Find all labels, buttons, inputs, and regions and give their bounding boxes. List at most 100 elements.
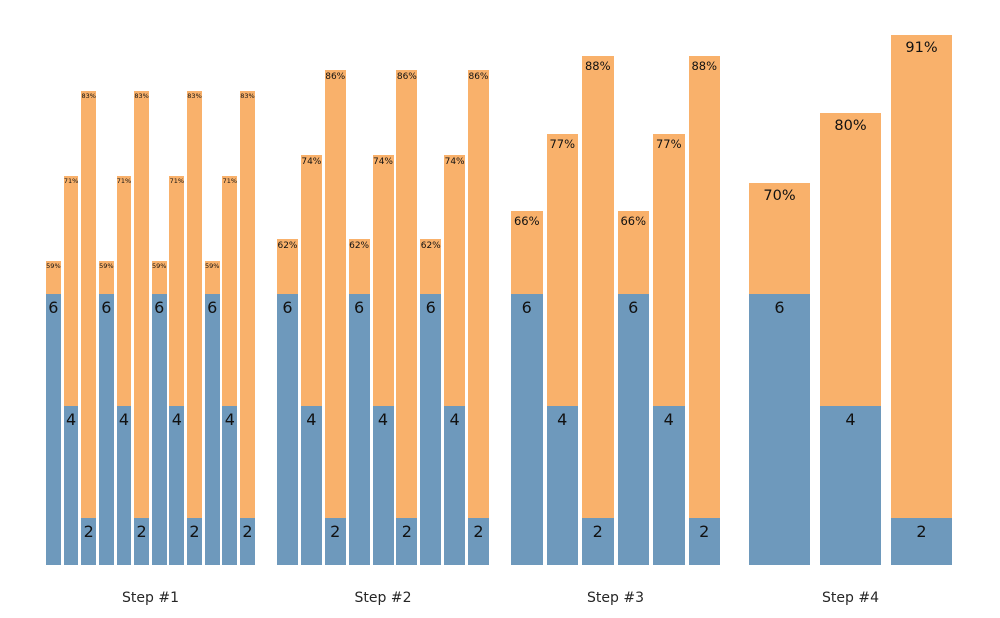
stacked-bar: 91% 2: [891, 34, 952, 565]
bar-base-segment: [134, 518, 149, 565]
percent-label: 66%: [620, 214, 647, 229]
percent-label: 83%: [187, 92, 202, 101]
percent-label: 88%: [691, 59, 718, 74]
percent-label: 71%: [63, 176, 79, 185]
value-label: 6: [48, 297, 59, 317]
percent-label: 62%: [420, 241, 441, 252]
bar-base-segment: [169, 406, 185, 565]
percent-label: 77%: [549, 136, 576, 151]
bar-base-segment: [151, 294, 167, 565]
x-tick-label-step-2: Step #2: [354, 590, 412, 606]
percent-label: 91%: [905, 39, 938, 56]
percent-label: 71%: [222, 176, 238, 185]
bar-base-segment: [617, 294, 649, 565]
bar-base-segment: [582, 518, 614, 565]
stacked-bar: 59% 6: [151, 260, 167, 565]
bar-top-segment: [240, 91, 255, 565]
bar-base-segment: [324, 518, 346, 565]
value-label: 2: [83, 521, 94, 541]
bar-base-segment: [222, 406, 238, 565]
bar-base-segment: [749, 294, 810, 565]
percent-label: 74%: [372, 156, 393, 167]
bar-base-segment: [240, 518, 255, 565]
bar-base-segment: [116, 406, 132, 565]
value-label: 4: [118, 409, 130, 429]
stacked-bar: 80% 4: [820, 112, 881, 565]
bar-top-segment: [81, 91, 97, 565]
bar-top-segment: [468, 70, 489, 565]
x-tick-label-step-3: Step #3: [587, 590, 644, 606]
percent-label: 59%: [46, 261, 61, 270]
value-label: 6: [521, 297, 532, 317]
percent-label: 70%: [763, 188, 796, 204]
value-label: 4: [845, 409, 856, 429]
value-label: 6: [774, 297, 785, 317]
percent-label: 66%: [513, 214, 540, 229]
stacked-bar: 77% 4: [653, 133, 685, 565]
stacked-bar: 83% 2: [240, 91, 255, 565]
value-label: 6: [154, 297, 165, 317]
stacked-bar: 74% 4: [444, 154, 466, 565]
bar-base-segment: [300, 406, 322, 565]
value-label: 2: [699, 521, 710, 541]
value-label: 4: [65, 409, 77, 429]
bar-top-segment: [891, 34, 952, 565]
bar-base-segment: [546, 406, 578, 565]
percent-label: 86%: [468, 72, 489, 83]
bar-base-segment: [653, 406, 685, 565]
bar-top-segment: [134, 91, 149, 565]
value-label: 4: [377, 409, 389, 429]
value-label: 2: [592, 521, 603, 541]
x-tick-label-step-1: Step #1: [122, 590, 179, 606]
bar-base-segment: [444, 406, 466, 565]
stacked-bar: 83% 2: [134, 91, 149, 565]
bar-group-step-4: 70% 6 80% 4 91% 2: [749, 0, 952, 565]
bar-base-segment: [277, 294, 298, 565]
x-tick-label-step-4: Step #4: [822, 590, 879, 606]
percent-label: 62%: [349, 241, 370, 252]
value-label: 2: [189, 521, 200, 541]
percent-label: 74%: [301, 156, 322, 167]
value-label: 6: [282, 297, 293, 317]
percent-label: 88%: [584, 59, 611, 74]
stacked-bar: 86% 2: [468, 70, 489, 565]
bar-base-segment: [396, 518, 418, 565]
stacked-bar: 77% 4: [546, 133, 578, 565]
stacked-bar: 74% 4: [372, 154, 394, 565]
percent-label: 59%: [99, 261, 114, 270]
bar-base-segment: [348, 294, 370, 565]
bar-group-step-3: 66% 6 77% 4 88% 2 66% 6 77% 4 88% 2: [511, 0, 720, 565]
percent-label: 83%: [81, 92, 96, 101]
bar-base-segment: [891, 518, 952, 565]
value-label: 6: [207, 297, 218, 317]
value-label: 2: [136, 521, 147, 541]
bar-group-step-2: 62% 6 74% 4 86% 2 62% 6 74% 4 86% 2 62% 6 74% 4 86% 2: [277, 0, 489, 565]
value-label: 2: [473, 521, 484, 541]
stacked-bar: 62% 6: [420, 239, 442, 565]
bar-base-segment: [81, 518, 97, 565]
value-label: 4: [557, 409, 568, 429]
stacked-bar: 71% 4: [169, 175, 185, 565]
stacked-bar: 66% 6: [511, 211, 543, 565]
percent-label: 86%: [325, 72, 346, 83]
value-label: 4: [224, 409, 235, 429]
bar-base-segment: [187, 518, 202, 565]
stacked-bar: 71% 4: [222, 175, 238, 565]
bar-base-segment: [688, 518, 720, 565]
stacked-bar: 86% 2: [324, 70, 346, 565]
stacked-bar: 62% 6: [277, 239, 298, 565]
stacked-bar: 71% 4: [116, 175, 132, 565]
stacked-bar: 62% 6: [348, 239, 370, 565]
bar-group-step-1: 59% 6 71% 4 83% 2 59% 6 71% 4 83% 2 59% 6 71% 4 83% 2 59% 6…: [46, 0, 255, 565]
value-label: 2: [401, 521, 412, 541]
value-label: 6: [425, 297, 436, 317]
value-label: 6: [628, 297, 639, 317]
stacked-bar: 88% 2: [688, 56, 720, 565]
percent-label: 83%: [240, 92, 255, 101]
percent-label: 71%: [116, 176, 132, 185]
stacked-bar: 86% 2: [396, 70, 418, 565]
value-label: 4: [663, 409, 674, 429]
stacked-bar: 66% 6: [617, 211, 649, 565]
value-label: 2: [242, 521, 253, 541]
